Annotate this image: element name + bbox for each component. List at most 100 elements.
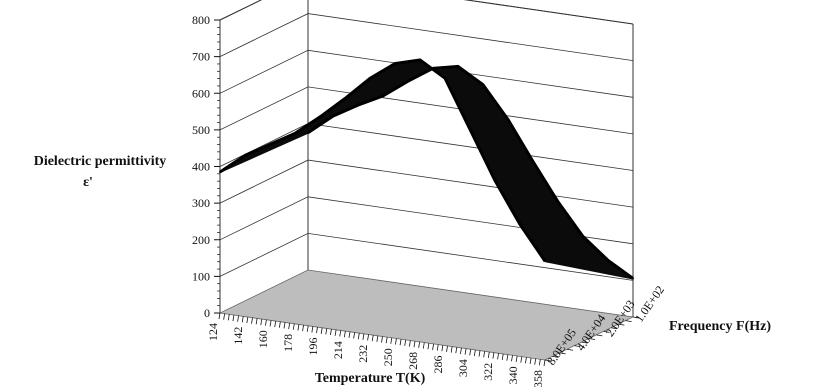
z-gridline [219, 13, 634, 61]
x-minor-tick [339, 330, 342, 337]
x-minor-tick [371, 335, 374, 342]
x-minor-tick [241, 316, 244, 323]
x-tick-label: 160 [256, 330, 270, 348]
x-minor-tick [446, 345, 448, 352]
x-minor-tick [343, 331, 346, 338]
x-minor-tick [427, 343, 430, 350]
y-minor-tick [618, 323, 625, 326]
x-minor-tick [376, 335, 379, 342]
x-minor-tick [441, 345, 444, 352]
x-tick-label: 286 [431, 356, 445, 374]
x-minor-tick [385, 337, 388, 344]
x-minor-tick [534, 358, 537, 365]
z-tick-label: 100 [192, 269, 210, 283]
x-minor-tick [278, 321, 281, 328]
x-minor-tick [367, 334, 369, 341]
x-minor-tick [450, 346, 453, 353]
x-minor-tick [506, 354, 509, 361]
x-minor-tick [316, 327, 318, 334]
x-minor-tick [483, 351, 486, 358]
x-minor-tick [362, 333, 365, 340]
z-tick-label: 500 [192, 123, 210, 137]
x-minor-tick [325, 328, 328, 335]
x-minor-tick [460, 347, 462, 354]
x-minor-tick [269, 320, 272, 327]
x-minor-tick [334, 329, 337, 336]
x-tick-label: 196 [306, 337, 320, 355]
chart-frame [219, 0, 634, 317]
x-minor-tick [520, 356, 523, 363]
x-minor-tick [487, 351, 490, 359]
y-minor-tick [632, 316, 640, 319]
x-minor-tick [237, 315, 239, 322]
x-tick-label: 358 [531, 370, 545, 387]
x-minor-tick [381, 336, 383, 343]
y-minor-tick [544, 359, 552, 362]
x-minor-tick [422, 342, 425, 349]
y-minor-tick [552, 356, 559, 358]
x-minor-tick [357, 333, 360, 340]
x-minor-tick [353, 332, 356, 339]
x-minor-tick [302, 325, 304, 332]
x-minor-tick [297, 324, 300, 331]
y-minor-tick [596, 334, 603, 337]
x-minor-tick [525, 357, 527, 364]
z-tick-label: 800 [192, 13, 210, 27]
z-gridline [219, 49, 634, 98]
x-minor-tick [255, 318, 258, 325]
x-minor-tick [469, 349, 472, 356]
x-tick-label: 214 [331, 341, 345, 359]
series-line-high-frequency [307, 64, 634, 280]
x-minor-tick [464, 348, 467, 355]
x-minor-tick [515, 355, 518, 363]
x-minor-tick [473, 349, 476, 356]
y-minor-tick [574, 345, 581, 348]
x-minor-tick [330, 329, 332, 336]
x-minor-tick [511, 355, 513, 362]
x-minor-tick [260, 318, 263, 326]
x-minor-tick [478, 350, 481, 357]
y-minor-tick [581, 341, 588, 344]
x-axis-title: Temperature T(K) [315, 371, 426, 386]
x-tick-label: 142 [231, 327, 245, 345]
y-minor-tick [603, 330, 610, 333]
x-minor-tick [265, 319, 267, 326]
x-minor-tick [232, 314, 235, 322]
z-gridline [219, 159, 634, 208]
x-minor-tick [543, 359, 546, 367]
x-minor-tick [306, 325, 309, 332]
y-tick-label: 1.0E+02 [632, 283, 667, 325]
x-minor-tick [311, 326, 314, 333]
z-gridline [219, 123, 634, 171]
x-minor-tick [395, 338, 397, 345]
x-minor-tick [418, 341, 421, 348]
x-minor-tick [497, 353, 499, 360]
x-minor-tick [538, 359, 541, 366]
y-minor-tick [610, 327, 618, 330]
x-minor-tick [218, 312, 221, 320]
z-gridline [219, 0, 634, 25]
y-minor-tick [625, 320, 632, 322]
x-minor-tick [404, 339, 407, 346]
y-axis-title: Frequency F(Hz) [669, 319, 771, 334]
x-tick-label: 250 [381, 348, 395, 366]
x-minor-tick [492, 352, 495, 359]
x-minor-tick [320, 327, 323, 334]
frame-top-edge [219, 0, 634, 25]
x-minor-tick [348, 331, 351, 338]
x-minor-tick [227, 314, 230, 321]
z-tick-label: 600 [192, 86, 210, 100]
z-tick-label: 400 [192, 160, 210, 174]
x-minor-tick [399, 339, 402, 346]
x-tick-label: 322 [481, 363, 495, 381]
x-minor-tick [501, 353, 504, 361]
x-tick-label: 124 [206, 323, 220, 341]
x-minor-tick [413, 341, 416, 348]
x-tick-label: 340 [506, 366, 520, 384]
x-minor-tick [246, 316, 249, 324]
z-axis-symbol: ε' [83, 175, 93, 190]
x-tick-label: 304 [456, 359, 470, 377]
x-minor-tick [274, 320, 277, 328]
x-minor-tick [390, 337, 393, 344]
